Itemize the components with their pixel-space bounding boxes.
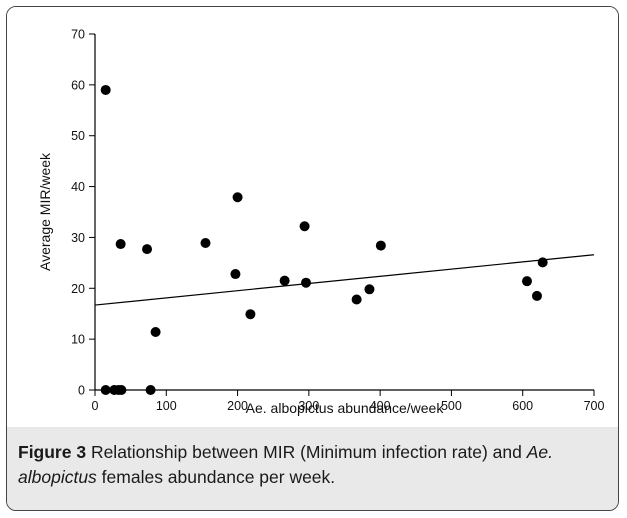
x-tick-label: 200 bbox=[227, 399, 248, 413]
figure-frame: Figure 3 Relationship between MIR (Minim… bbox=[6, 6, 619, 511]
x-tick-label: 0 bbox=[92, 399, 99, 413]
caption-text-1: Relationship between MIR (Minimum infect… bbox=[86, 442, 527, 462]
x-axis-label: Ae. albopictus abundance/week bbox=[246, 400, 445, 416]
data-point bbox=[100, 385, 111, 395]
data-point bbox=[375, 240, 386, 251]
data-point bbox=[299, 221, 310, 232]
data-point bbox=[232, 192, 243, 203]
y-tick-label: 40 bbox=[71, 180, 85, 194]
data-point bbox=[142, 244, 153, 255]
caption-text-2: females abundance per week. bbox=[96, 467, 336, 487]
y-axis-label: Average MIR/week bbox=[37, 152, 53, 271]
y-tick-label: 60 bbox=[71, 78, 85, 92]
data-point bbox=[531, 290, 542, 301]
figure-caption: Figure 3 Relationship between MIR (Minim… bbox=[18, 440, 613, 490]
data-point bbox=[145, 385, 156, 395]
plot-area bbox=[7, 7, 618, 427]
y-tick-label: 70 bbox=[71, 28, 85, 42]
data-point bbox=[364, 284, 375, 295]
data-point bbox=[200, 238, 211, 249]
x-tick-label: 100 bbox=[156, 399, 177, 413]
data-point bbox=[301, 277, 312, 288]
x-tick-label: 400 bbox=[370, 399, 391, 413]
data-point bbox=[150, 327, 161, 338]
data-point bbox=[100, 84, 111, 95]
y-tick-label: 20 bbox=[71, 282, 85, 296]
data-point bbox=[115, 239, 126, 250]
data-point bbox=[279, 275, 290, 286]
data-point bbox=[537, 257, 548, 268]
chart-axes bbox=[94, 34, 594, 391]
data-point bbox=[351, 294, 362, 305]
x-tick-label: 500 bbox=[441, 399, 462, 413]
x-tick-label: 700 bbox=[584, 399, 605, 413]
x-tick-label: 300 bbox=[298, 399, 319, 413]
chart-points bbox=[100, 84, 548, 395]
caption-area: Figure 3 Relationship between MIR (Minim… bbox=[7, 427, 618, 510]
x-tick-label: 600 bbox=[512, 399, 533, 413]
chart-trendline-group bbox=[94, 254, 595, 306]
data-point bbox=[116, 385, 127, 395]
data-point bbox=[245, 309, 256, 320]
y-tick-label: 0 bbox=[78, 384, 85, 398]
caption-species: Ae. albopictus bbox=[18, 442, 553, 487]
y-tick-label: 50 bbox=[71, 129, 85, 143]
data-point bbox=[521, 276, 532, 287]
figure-label: Figure 3 bbox=[18, 442, 87, 462]
data-point bbox=[230, 269, 241, 280]
y-tick-label: 30 bbox=[71, 231, 85, 245]
y-tick-label: 10 bbox=[71, 333, 85, 347]
regression-line bbox=[94, 254, 595, 306]
